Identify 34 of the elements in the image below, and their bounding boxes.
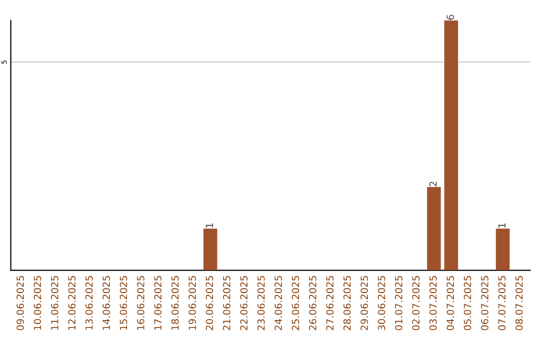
x-tick-label: 16.06.2025 <box>136 276 144 330</box>
x-tick-label: 30.06.2025 <box>378 276 386 330</box>
x-tick-label: 20.06.2025 <box>206 276 214 330</box>
x-tick-label: 01.07.2025 <box>395 276 402 330</box>
x-tick-label: 12.06.2025 <box>68 276 76 330</box>
x-tick-label: 23.06.2025 <box>257 276 265 330</box>
x-tick-label: 15.06.2025 <box>120 276 128 330</box>
x-tick-label: 29.06.2025 <box>360 276 368 330</box>
x-tick-label: 08.07.2025 <box>515 276 523 330</box>
x-tick-label: 07.07.2025 <box>498 276 506 330</box>
x-tick-label: 11.06.2025 <box>50 276 58 330</box>
x-tick-label: 25.06.2025 <box>292 276 300 330</box>
x-tick-label: 17.06.2025 <box>154 276 162 330</box>
x-tick-label: 27.06.2025 <box>326 276 334 330</box>
x-tick-label: 26.06.2025 <box>309 276 316 330</box>
x-tick-label: 13.06.2025 <box>85 276 93 330</box>
data-label: 2 <box>429 182 437 186</box>
x-tick-label: 10.06.2025 <box>34 276 42 330</box>
data-label: 6 <box>446 14 454 20</box>
x-tick-label: 22.06.2025 <box>240 276 248 330</box>
x-tick-label: 03.07.2025 <box>429 276 437 330</box>
x-tick-label: 02.07.2025 <box>412 276 420 330</box>
x-tick-label: 14.06.2025 <box>102 276 110 330</box>
data-label: 1 <box>206 223 214 228</box>
x-tick-label: 04.07.2025 <box>446 276 454 330</box>
x-tick-label: 09.06.2025 <box>16 276 24 330</box>
x-tick-label: 21.06.2025 <box>223 276 230 330</box>
x-tick-label: 05.07.2025 <box>464 276 472 330</box>
x-tick-label: 18.06.2025 <box>171 276 179 330</box>
x-tick-label: 19.06.2025 <box>188 276 196 330</box>
x-tick-label: 28.06.2025 <box>343 276 351 330</box>
x-tick-label: 06.07.2025 <box>481 276 488 330</box>
data-label: 1 <box>498 223 506 228</box>
x-tick-label: 24.06.2025 <box>274 276 282 330</box>
